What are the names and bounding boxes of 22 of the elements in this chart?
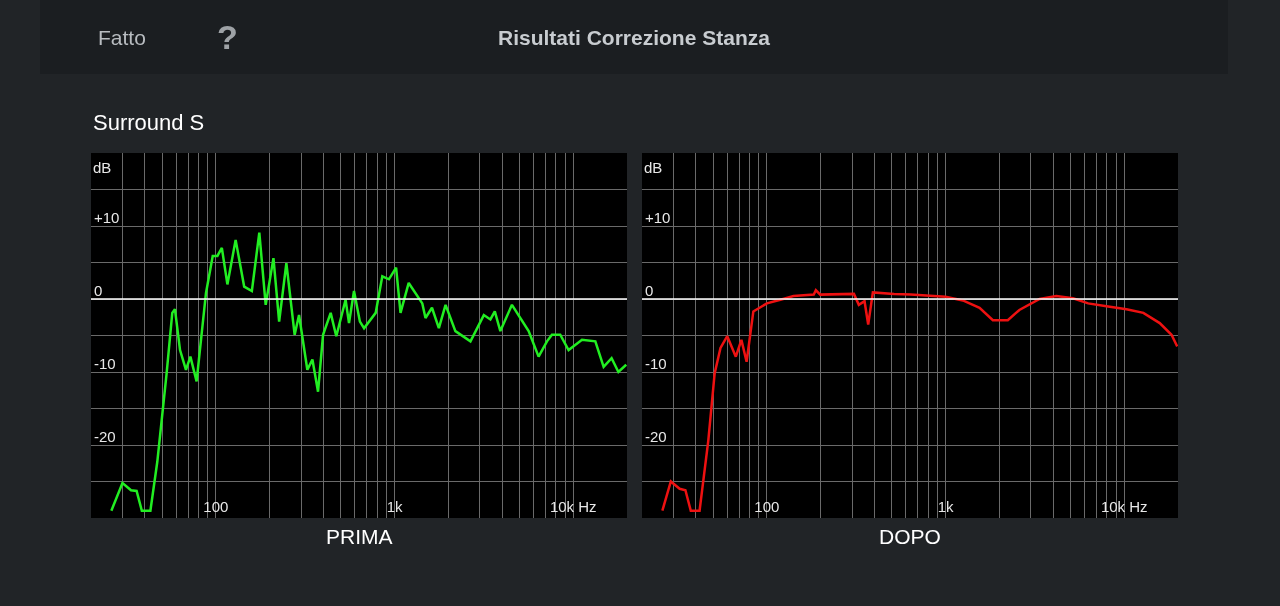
y-tick-label: -10 <box>645 355 667 373</box>
text: Fatto <box>98 26 146 49</box>
x-tick-label: 100 <box>754 498 780 515</box>
y-tick-label: -20 <box>94 428 116 446</box>
x-tick-label: 10k Hz <box>1100 498 1148 515</box>
chart-subtitle: Surround S <box>93 110 205 135</box>
x-tick-label: 1k <box>386 498 403 515</box>
x-axis-title: PRIMA <box>326 525 393 548</box>
x-tick-label: 10k Hz <box>549 498 597 515</box>
y-tick-label: -10 <box>94 355 116 373</box>
x-axis-title: DOPO <box>879 525 941 548</box>
y-tick-label: -20 <box>645 428 667 446</box>
y-axis-title: dB <box>93 159 112 176</box>
y-tick-label: +10 <box>645 209 671 227</box>
x-tick-label: 100 <box>203 498 229 515</box>
chart-title: Risultati Correzione Stanza <box>498 26 771 49</box>
y-tick-label: 0 <box>94 282 103 300</box>
x-tick-label: 1k <box>937 498 954 515</box>
text: ? <box>217 18 238 56</box>
y-tick-label: +10 <box>94 209 120 227</box>
y-tick-label: 0 <box>645 282 654 300</box>
y-axis-title: dB <box>644 159 663 176</box>
